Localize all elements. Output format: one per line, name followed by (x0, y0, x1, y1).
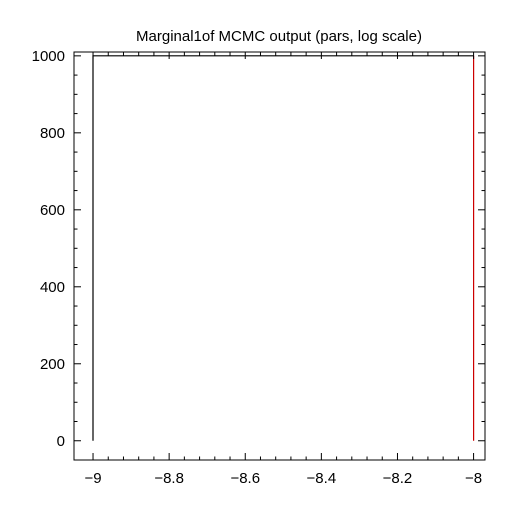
plot-frame (73, 51, 486, 461)
chart-title: Marginal1of MCMC output (pars, log scale… (136, 28, 422, 45)
y-tick-label: 400 (40, 279, 65, 296)
y-tick-label: 800 (40, 125, 65, 142)
x-tick-label: −8.4 (307, 470, 337, 487)
x-tick-label: −8.8 (154, 470, 184, 487)
y-tick-label: 200 (40, 356, 65, 373)
x-tick-label: −8.2 (383, 470, 413, 487)
y-tick-label: 1000 (32, 48, 65, 65)
x-tick-label: −8.6 (230, 470, 260, 487)
y-tick-label: 600 (40, 202, 65, 219)
ticks-layer: −9 −8.8 −8.6 −8.4 −8.2 −8 0 200 400 600 800 1000 (32, 48, 485, 487)
y-tick-label: 0 (57, 433, 65, 450)
x-tick-label: −9 (84, 470, 101, 487)
x-tick-label: −8 (465, 470, 482, 487)
